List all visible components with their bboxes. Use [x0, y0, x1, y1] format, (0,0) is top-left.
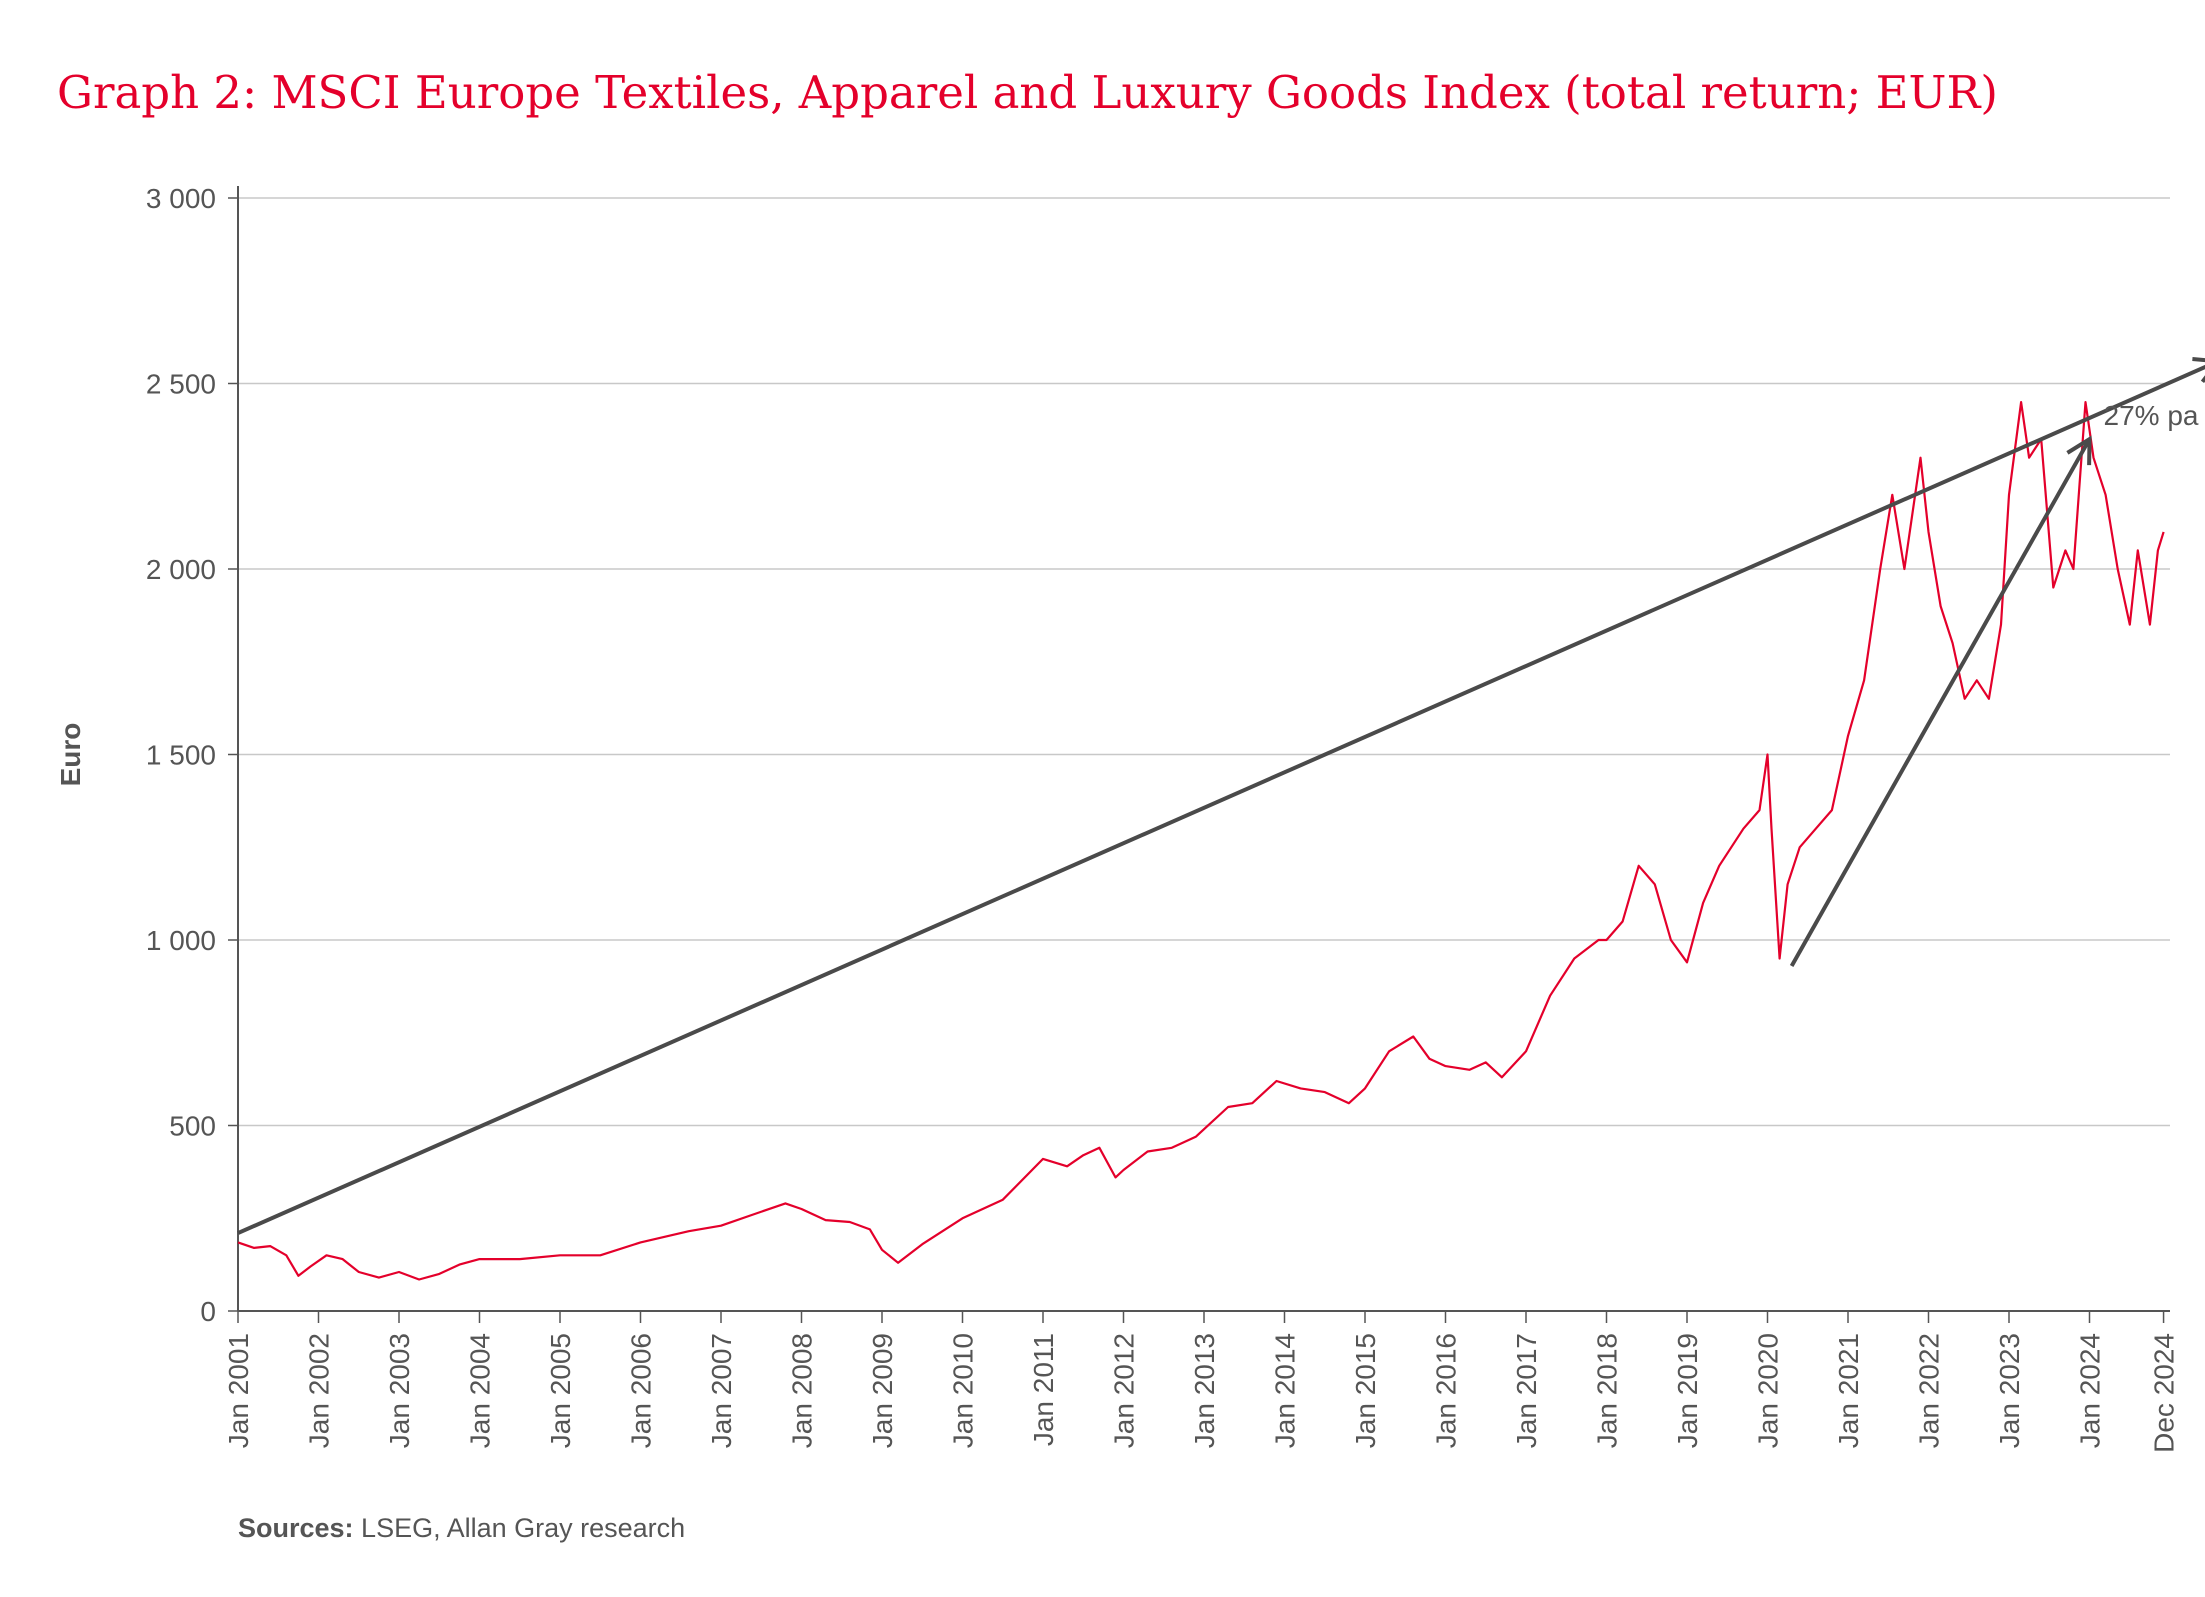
x-tick-label: Jan 2020	[1753, 1333, 1784, 1448]
x-tick-label: Jan 2022	[1914, 1333, 1945, 1448]
x-tick-label: Jan 2001	[223, 1333, 254, 1448]
trend-arrow-head	[2066, 435, 2092, 466]
x-tick-label: Jan 2021	[1833, 1333, 1864, 1448]
x-tick-label: Dec 2024	[2149, 1333, 2180, 1453]
trend-arrow-line	[1789, 438, 2092, 967]
y-tick-label: 1 000	[146, 925, 216, 956]
gridlines	[238, 197, 2170, 1127]
y-axis-label: Euro	[55, 723, 86, 787]
y-tick-label: 3 000	[146, 183, 216, 214]
x-tick-label: Jan 2011	[1028, 1333, 1059, 1446]
y-tick-label: 2 000	[146, 554, 216, 585]
trend-arrow-head	[2192, 357, 2205, 384]
y-tick-label: 0	[200, 1296, 216, 1327]
x-tick-label: Jan 2012	[1109, 1333, 1140, 1448]
y-tick-label: 2 500	[146, 369, 216, 400]
series-line	[237, 401, 2165, 1281]
x-tick-label: Jan 2016	[1431, 1333, 1462, 1448]
x-tick-label: Jan 2014	[1270, 1333, 1301, 1448]
trend-arrow-label: 27% pa	[2104, 400, 2199, 431]
source-label: Sources:	[238, 1513, 354, 1543]
x-tick-label: Jan 2006	[626, 1333, 657, 1448]
x-tick-label: Jan 2019	[1672, 1333, 1703, 1448]
x-tick-label: Jan 2013	[1189, 1333, 1220, 1448]
x-tick-label: Jan 2004	[465, 1333, 496, 1448]
x-tick-label: Jan 2008	[787, 1333, 818, 1448]
x-tick-label: Jan 2009	[867, 1333, 898, 1448]
x-tick-label: Jan 2015	[1350, 1333, 1381, 1448]
annotations: 12% pa27% pa	[237, 357, 2205, 1235]
x-tick-label: Jan 2010	[948, 1333, 979, 1448]
y-tick-label: 1 500	[146, 740, 216, 771]
x-tick-label: Jan 2007	[706, 1333, 737, 1448]
source-text: LSEG, Allan Gray research	[353, 1513, 686, 1543]
x-tick-label: Jan 2003	[384, 1333, 415, 1448]
x-tick-label: Jan 2017	[1511, 1333, 1542, 1448]
source-note: Sources: LSEG, Allan Gray research	[238, 1513, 685, 1544]
y-axis-ticks: 0 500 1 000 1 500 2 000 2 500 3 000	[146, 183, 238, 1327]
x-tick-label: Jan 2002	[304, 1333, 335, 1448]
x-tick-label: Jan 2024	[2075, 1333, 2106, 1448]
x-tick-label: Jan 2005	[545, 1333, 576, 1448]
x-axis-ticks: Jan 2001 Jan 2002 Jan 2003 Jan 2004 Jan 2005…	[223, 1311, 2180, 1453]
y-tick-label: 500	[169, 1111, 216, 1142]
x-tick-label: Jan 2018	[1592, 1333, 1623, 1448]
trend-arrow-line	[237, 364, 2205, 1235]
chart-title: Graph 2: MSCI Europe Textiles, Apparel a…	[57, 66, 1998, 119]
series-group	[237, 401, 2165, 1281]
x-tick-label: Jan 2023	[1994, 1333, 2025, 1448]
